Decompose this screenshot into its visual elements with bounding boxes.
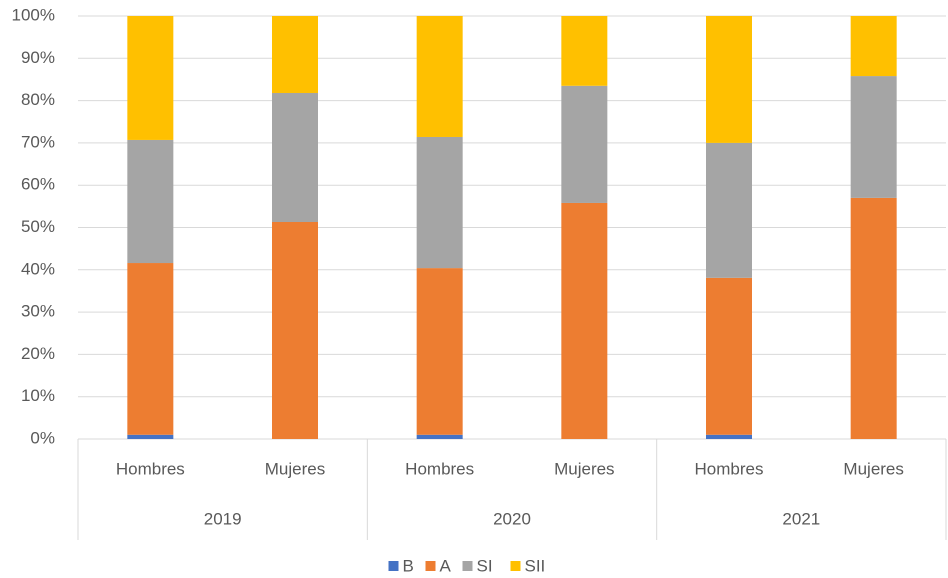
legend-swatch bbox=[462, 561, 473, 571]
legend-swatch bbox=[388, 561, 399, 571]
group-label: 2020 bbox=[493, 509, 531, 528]
legend-label: SI bbox=[477, 556, 493, 575]
y-tick-label: 30% bbox=[21, 302, 55, 321]
bar-segment bbox=[706, 142, 752, 278]
legend-label: B bbox=[403, 556, 414, 575]
bar-segment bbox=[127, 263, 174, 435]
group-label: 2019 bbox=[204, 509, 242, 528]
bar-segment bbox=[416, 268, 463, 435]
x-tick-label: Mujeres bbox=[554, 459, 614, 478]
bar-segment bbox=[706, 277, 752, 435]
y-tick-label: 90% bbox=[21, 48, 55, 67]
x-tick-label: Hombres bbox=[695, 459, 764, 478]
y-tick-label: 20% bbox=[21, 344, 55, 363]
y-tick-label: 80% bbox=[21, 90, 55, 109]
bar-segment bbox=[127, 139, 174, 264]
bar-segment bbox=[127, 434, 174, 439]
bar-segment bbox=[561, 85, 608, 203]
bar-segment bbox=[850, 16, 897, 77]
x-tick-label: Mujeres bbox=[843, 459, 903, 478]
x-tick-label: Hombres bbox=[405, 459, 474, 478]
group-label: 2021 bbox=[782, 509, 820, 528]
bar-segment bbox=[127, 16, 174, 140]
legend-swatch bbox=[425, 561, 436, 571]
bar-segment bbox=[561, 16, 608, 86]
bar-segment bbox=[416, 136, 463, 269]
bar-segment bbox=[706, 434, 752, 439]
bar-segment bbox=[850, 197, 897, 439]
bar-segment bbox=[272, 16, 318, 93]
y-tick-label: 0% bbox=[30, 428, 55, 447]
y-tick-label: 70% bbox=[21, 132, 55, 151]
y-tick-label: 10% bbox=[21, 386, 55, 405]
y-tick-label: 60% bbox=[21, 175, 55, 194]
y-tick-label: 50% bbox=[21, 217, 55, 236]
bar-segment bbox=[850, 76, 897, 198]
bar-segment bbox=[416, 16, 463, 137]
legend-label: A bbox=[440, 556, 452, 575]
bar-segment bbox=[416, 434, 463, 439]
legend-swatch bbox=[510, 561, 521, 571]
x-tick-label: Hombres bbox=[116, 459, 185, 478]
y-tick-label: 100% bbox=[12, 5, 55, 24]
y-tick-label: 40% bbox=[21, 259, 55, 278]
bar-segment bbox=[561, 202, 608, 439]
bar-segment bbox=[706, 16, 752, 143]
bar-segment bbox=[272, 92, 318, 223]
legend-label: SII bbox=[525, 556, 546, 575]
bar-segment bbox=[272, 222, 318, 439]
x-tick-label: Mujeres bbox=[265, 459, 325, 478]
